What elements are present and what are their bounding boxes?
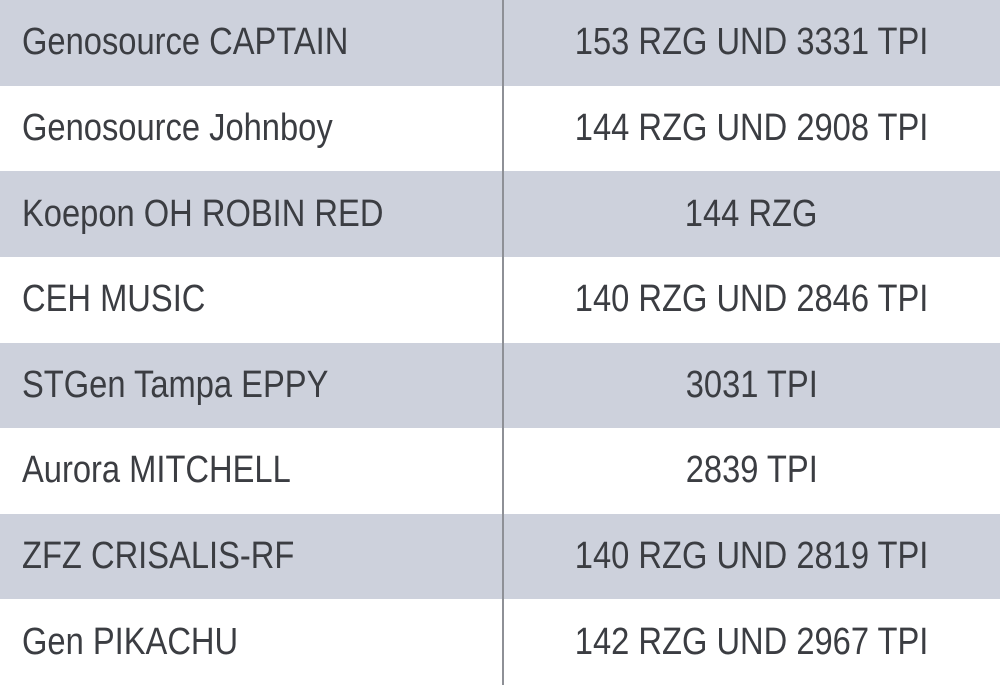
bull-name: Genosource Johnboy <box>22 106 333 149</box>
table-row: CEH MUSIC 140 RZG UND 2846 TPI <box>0 257 1000 343</box>
table-row: Genosource Johnboy 144 RZG UND 2908 TPI <box>0 86 1000 172</box>
breeding-value: 140 RZG UND 2819 TPI <box>503 535 1000 578</box>
breeding-value-text: 153 RZG UND 3331 TPI <box>574 21 929 64</box>
breeding-value: 144 RZG UND 2908 TPI <box>503 107 1000 150</box>
breeding-value: 153 RZG UND 3331 TPI <box>503 21 1000 64</box>
breeding-value-text: 2839 TPI <box>685 449 818 492</box>
table-row: STGen Tampa EPPY 3031 TPI <box>0 342 1000 429</box>
breeding-value-text: 140 RZG UND 2846 TPI <box>574 278 929 321</box>
breeding-value-text: 144 RZG <box>685 192 818 235</box>
breeding-value-text: 142 RZG UND 2967 TPI <box>574 620 929 663</box>
table-row: Gen PIKACHU 142 RZG UND 2967 TPI <box>0 599 1000 685</box>
bull-name: Aurora MITCHELL <box>22 449 291 492</box>
table-row: ZFZ CRISALIS-RF 140 RZG UND 2819 TPI <box>0 513 1000 600</box>
table-row: Aurora MITCHELL 2839 TPI <box>0 428 1000 514</box>
breeding-value: 144 RZG <box>503 193 1000 236</box>
table-row: Koepon OH ROBIN RED 144 RZG <box>0 171 1000 257</box>
bull-name: STGen Tampa EPPY <box>22 363 329 406</box>
bull-name: CEH MUSIC <box>22 278 206 321</box>
bull-name: Genosource CAPTAIN <box>22 21 349 64</box>
breeding-value: 140 RZG UND 2846 TPI <box>503 278 1000 321</box>
column-divider <box>502 0 504 685</box>
bull-name: Koepon OH ROBIN RED <box>22 192 384 235</box>
bull-name: ZFZ CRISALIS-RF <box>22 535 295 578</box>
breeding-value: 142 RZG UND 2967 TPI <box>503 621 1000 664</box>
breeding-value-text: 144 RZG UND 2908 TPI <box>574 106 929 149</box>
breeding-value: 3031 TPI <box>503 364 1000 407</box>
table-row: Genosource CAPTAIN 153 RZG UND 3331 TPI <box>0 0 1000 86</box>
breeding-value-text: 3031 TPI <box>685 363 818 406</box>
breeding-value: 2839 TPI <box>503 449 1000 492</box>
breeding-value-text: 140 RZG UND 2819 TPI <box>574 535 929 578</box>
bull-name: Gen PIKACHU <box>22 620 239 663</box>
